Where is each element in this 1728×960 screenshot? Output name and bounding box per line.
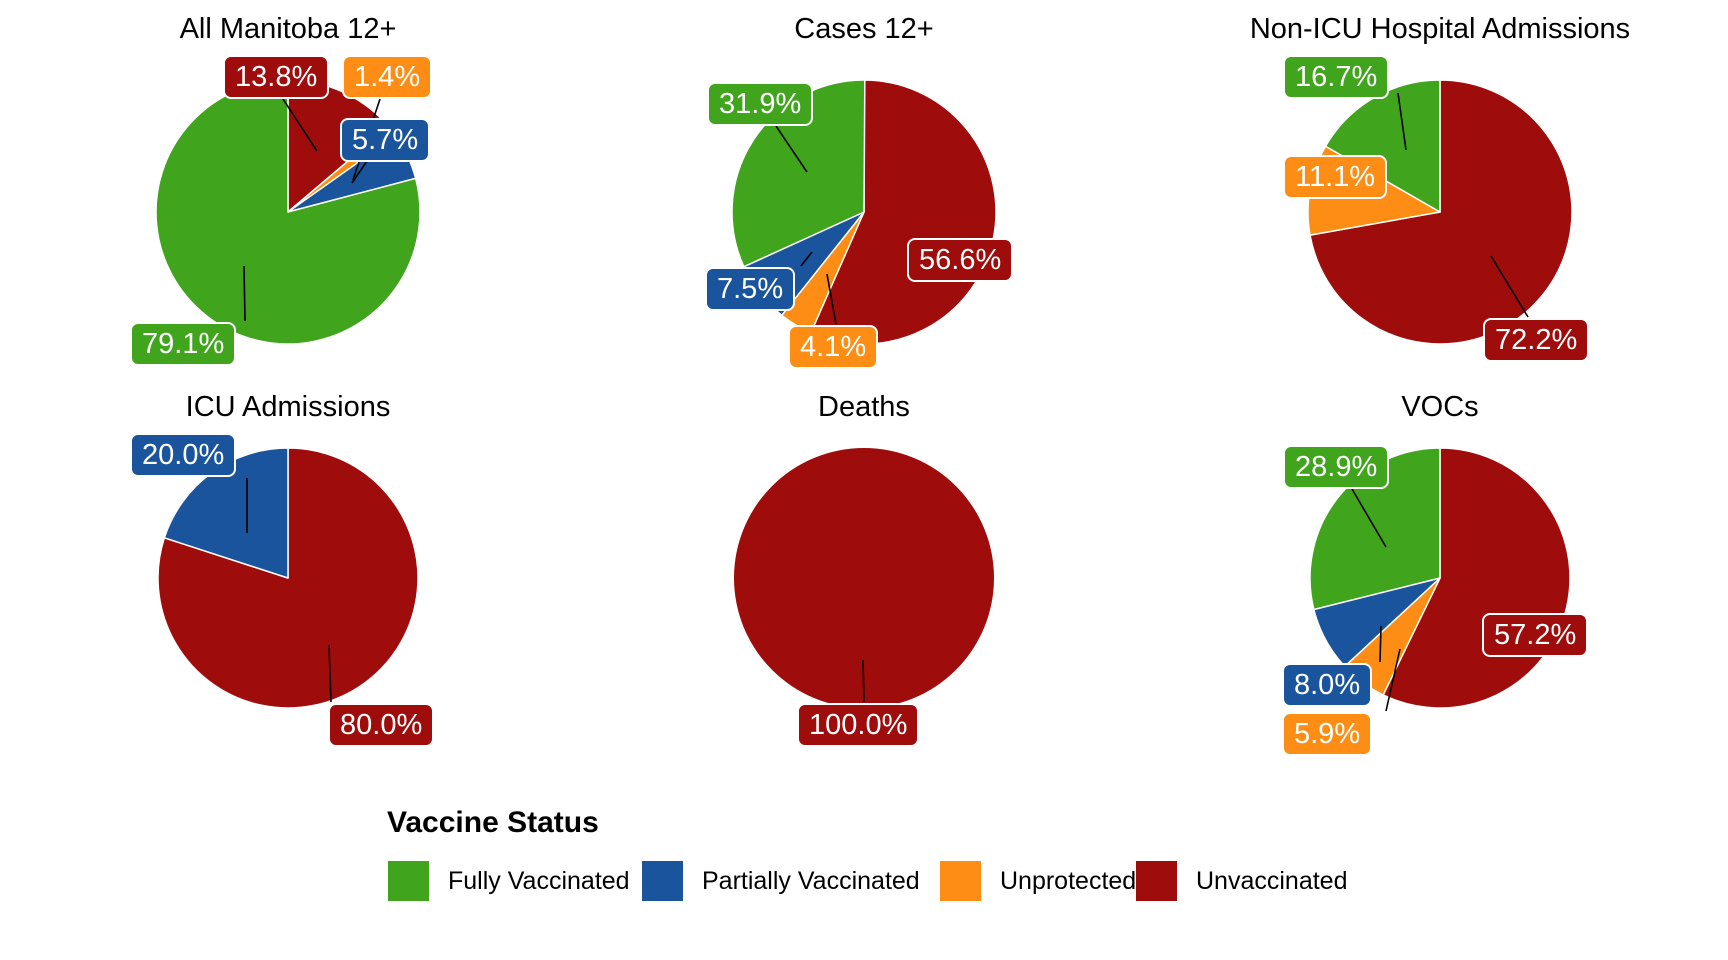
chart-title-icu: ICU Admissions [185,391,391,423]
percent-label: 20.0% [130,433,237,477]
label-leader-line [1379,625,1382,663]
legend-item-unvaccinated: Unvaccinated [1136,861,1347,901]
unprotected-swatch [940,861,981,901]
legend-item-unprotected: Unprotected [940,861,1136,901]
legend-item-partially-vaccinated: Partially Vaccinated [642,861,920,901]
pie-slice [1309,79,1573,345]
percent-label: 1.4% [342,55,433,99]
percent-label: 56.6% [907,238,1014,282]
percent-label: 79.1% [130,322,237,366]
percent-label: 72.2% [1483,318,1590,362]
chart-title-deaths: Deaths [818,391,910,423]
pie-deaths [734,448,994,708]
label-leader-line [862,659,865,703]
legend: Vaccine Status Fully Vaccinated Partiall… [0,0,1728,901]
percent-label: 80.0% [328,703,435,747]
chart-title-all-manitoba: All Manitoba 12+ [179,13,397,45]
legend-item-label: Partially Vaccinated [702,866,920,895]
chart-title-vocs: VOCs [1401,391,1479,423]
label-leader-line [243,265,246,322]
label-leader-line [1397,92,1407,151]
chart-title-non-icu: Non-ICU Hospital Admissions [1249,13,1631,45]
percent-label: 57.2% [1482,613,1589,657]
percent-label: 7.5% [705,267,796,311]
percent-label: 13.8% [223,55,330,99]
fully-vaccinated-swatch [388,861,429,901]
percent-label: 100.0% [797,703,920,747]
unvaccinated-swatch [1136,861,1177,901]
percent-label: 5.9% [1282,712,1373,756]
label-leader-line [282,98,318,152]
pie-slice [731,79,866,268]
chart-title-cases: Cases 12+ [794,13,934,45]
legend-item-fully-vaccinated: Fully Vaccinated [388,861,630,901]
label-leader-line [800,251,813,267]
label-leader-line [1385,648,1401,712]
pie-slice [734,448,994,708]
legend-item-label: Fully Vaccinated [448,866,630,895]
legend-title: Vaccine Status [387,806,599,839]
label-leader-line [775,125,808,173]
percent-label: 5.7% [340,118,431,162]
label-leader-line [351,160,368,184]
label-leader-line [1490,255,1529,318]
percent-label: 8.0% [1282,663,1373,707]
pie-slice [155,79,421,345]
legend-item-label: Unprotected [1000,866,1137,895]
percent-label: 4.1% [788,325,879,369]
percent-label: 16.7% [1283,55,1390,99]
legend-item-label: Unvaccinated [1196,866,1348,895]
percent-label: 31.9% [707,82,814,126]
label-leader-line [826,273,837,325]
label-leader-line [328,644,332,703]
partially-vaccinated-swatch [642,861,683,901]
percent-label: 11.1% [1283,155,1388,199]
pie-cases-12- [731,79,997,345]
pie-icu-admissions [157,447,419,709]
percent-label: 28.9% [1283,445,1390,489]
label-leader-line [1351,488,1387,548]
